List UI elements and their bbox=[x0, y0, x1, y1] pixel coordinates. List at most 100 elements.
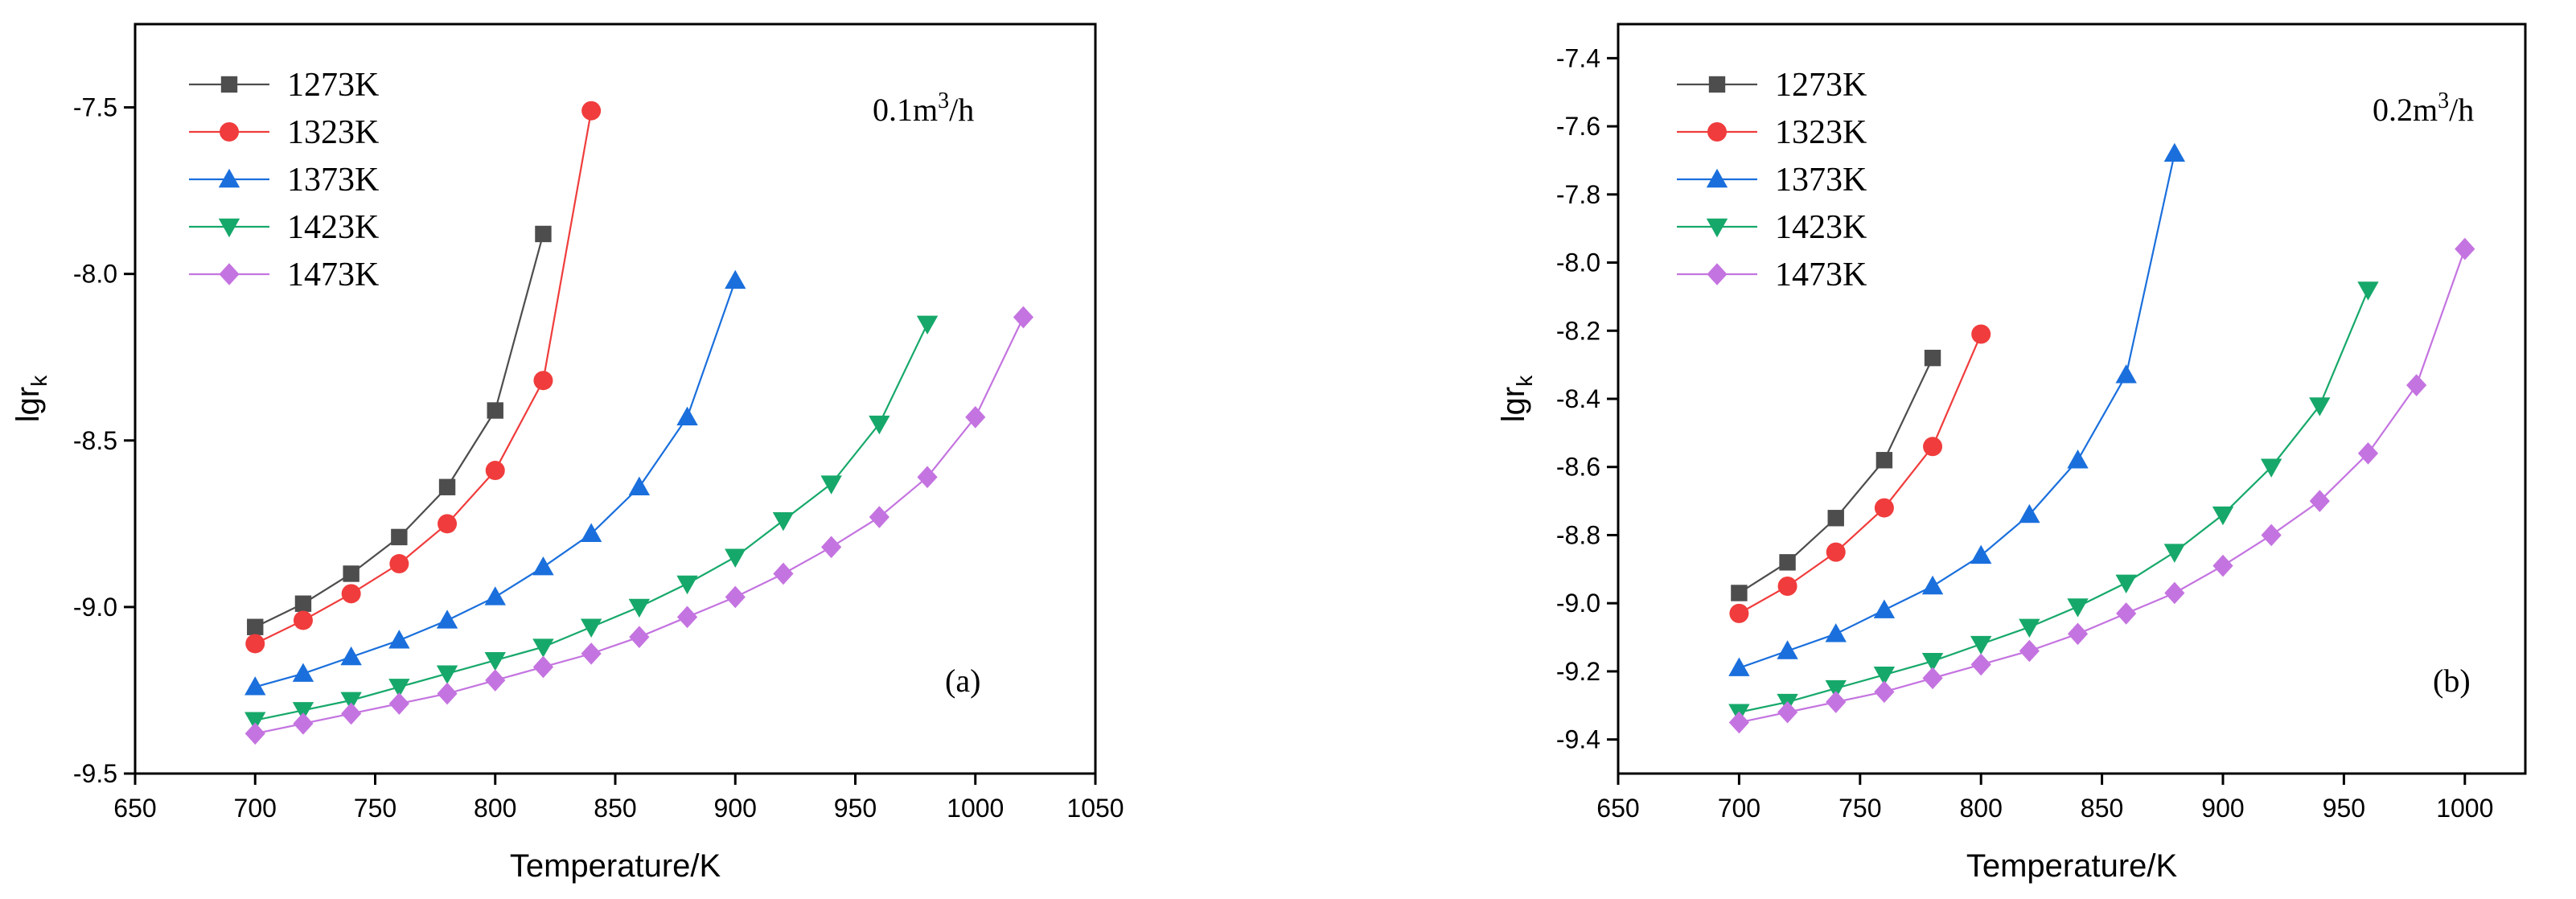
data-point-1273K bbox=[1924, 349, 1941, 367]
data-point-1323K bbox=[389, 554, 409, 574]
data-point-1423K bbox=[292, 702, 314, 721]
data-point-1373K bbox=[388, 630, 410, 649]
data-point-1423K bbox=[2309, 397, 2331, 417]
y-axis-label-subscript: k bbox=[27, 375, 51, 387]
data-point-1473K bbox=[2164, 581, 2185, 605]
y-tick-label: -9.0 bbox=[1556, 589, 1600, 618]
chart-panel-a: 650 700 750 800 850 900 950 1000 1050 -9.5 -9.0 -8.… bbox=[10, 23, 1124, 884]
data-point-1323K bbox=[533, 371, 553, 391]
data-point-1373K bbox=[340, 646, 362, 666]
data-point-1473K bbox=[293, 712, 314, 735]
data-point-1323K bbox=[485, 461, 505, 481]
x-tick-label: 850 bbox=[2081, 794, 2123, 823]
y-axis-label-base: lgr bbox=[1496, 387, 1531, 422]
data-point-1423K bbox=[580, 618, 602, 638]
x-tick-label: 1000 bbox=[947, 794, 1004, 823]
x-tick-label: 650 bbox=[113, 794, 156, 823]
data-point-1323K bbox=[1729, 603, 1749, 623]
y-axis-label-subscript: k bbox=[1512, 375, 1537, 387]
plot-frame bbox=[134, 23, 1097, 775]
legend-label-1373K: 1373K bbox=[287, 162, 379, 199]
legend-label-1423K: 1423K bbox=[287, 209, 379, 246]
panel-label: (a) bbox=[945, 663, 980, 699]
data-point-1473K bbox=[2019, 639, 2040, 663]
legend-marker bbox=[1706, 168, 1728, 188]
data-point-1373K bbox=[436, 610, 458, 629]
x-tick-label: 950 bbox=[834, 794, 877, 823]
y-axis-label: lgrk bbox=[1496, 375, 1537, 422]
data-point-1423K bbox=[1970, 635, 1992, 655]
data-point-1373K bbox=[1728, 657, 1750, 676]
legend-marker bbox=[218, 168, 240, 188]
data-point-1423K bbox=[2019, 618, 2040, 638]
legend-label-1373K: 1373K bbox=[1775, 162, 1867, 199]
data-point-1373K bbox=[580, 523, 602, 542]
data-point-1473K bbox=[1777, 700, 1798, 724]
flow-rate-annotation: 0.1m3/h bbox=[873, 88, 974, 128]
x-tick-label: 800 bbox=[1960, 794, 2003, 823]
data-point-1373K bbox=[244, 676, 266, 696]
annotation-superscript: 3 bbox=[938, 88, 949, 113]
x-tick-label: 900 bbox=[714, 794, 757, 823]
x-tick-label: 1000 bbox=[2436, 794, 2493, 823]
x-tick-label: 650 bbox=[1596, 794, 1639, 823]
data-point-1373K bbox=[628, 476, 651, 495]
data-point-1373K bbox=[1970, 544, 1992, 564]
data-point-1423K bbox=[1825, 679, 1847, 700]
series-line-1423K bbox=[1739, 289, 2369, 713]
legend-marker bbox=[1707, 122, 1727, 142]
legend-marker bbox=[1706, 218, 1728, 238]
data-point-1323K bbox=[1971, 324, 1991, 344]
data-point-1273K bbox=[391, 528, 408, 546]
annotation-base: 0.1m bbox=[873, 92, 938, 128]
data-point-1323K bbox=[293, 610, 313, 630]
data-point-1473K bbox=[773, 562, 794, 585]
data-point-1273K bbox=[438, 478, 456, 495]
data-point-1473K bbox=[725, 585, 746, 609]
data-point-1273K bbox=[535, 225, 552, 243]
data-point-1373K bbox=[2115, 364, 2137, 384]
y-tick-label: -7.4 bbox=[1556, 43, 1600, 72]
data-point-1423K bbox=[2212, 506, 2234, 526]
data-point-1473K bbox=[821, 536, 842, 559]
y-tick-label: -7.5 bbox=[73, 93, 117, 122]
series-line-1373K bbox=[1739, 153, 2175, 669]
legend-marker bbox=[220, 76, 238, 93]
data-point-1373K bbox=[2163, 142, 2186, 162]
x-tick-label: 850 bbox=[594, 794, 636, 823]
y-tick-label: -8.5 bbox=[73, 426, 117, 455]
data-point-1473K bbox=[1874, 680, 1895, 704]
data-point-1473K bbox=[1826, 691, 1847, 713]
y-tick-label: -8.0 bbox=[73, 260, 117, 289]
data-point-1323K bbox=[438, 514, 458, 534]
y-tick-label: -7.6 bbox=[1556, 112, 1600, 141]
legend-label-1473K: 1473K bbox=[287, 257, 379, 294]
data-point-1423K bbox=[532, 638, 554, 658]
y-tick-label: -8.0 bbox=[1556, 248, 1600, 277]
data-point-1473K bbox=[869, 506, 889, 528]
data-point-1473K bbox=[532, 655, 554, 679]
data-point-1473K bbox=[388, 692, 409, 715]
data-point-1473K bbox=[437, 682, 458, 705]
y-axis-label: lgrk bbox=[10, 375, 51, 422]
data-point-1473K bbox=[581, 642, 602, 665]
data-point-1423K bbox=[388, 679, 410, 698]
x-tick-label: 950 bbox=[2323, 794, 2365, 823]
data-point-1423K bbox=[2357, 281, 2379, 301]
data-point-1423K bbox=[340, 692, 362, 712]
annotation-tail: /h bbox=[949, 92, 974, 128]
data-point-1473K bbox=[629, 626, 650, 648]
legend-marker bbox=[1708, 76, 1726, 93]
data-point-1423K bbox=[436, 665, 458, 684]
plot-frame bbox=[1617, 23, 2527, 775]
data-point-1473K bbox=[341, 702, 362, 725]
legend-label-1273K: 1273K bbox=[287, 67, 379, 104]
data-point-1423K bbox=[2067, 598, 2089, 618]
y-tick-label: -9.2 bbox=[1556, 657, 1600, 686]
data-point-1373K bbox=[292, 663, 314, 682]
data-point-1423K bbox=[820, 475, 842, 495]
data-point-1323K bbox=[1826, 542, 1846, 562]
data-point-1473K bbox=[2357, 441, 2379, 465]
data-point-1373K bbox=[2019, 503, 2040, 523]
